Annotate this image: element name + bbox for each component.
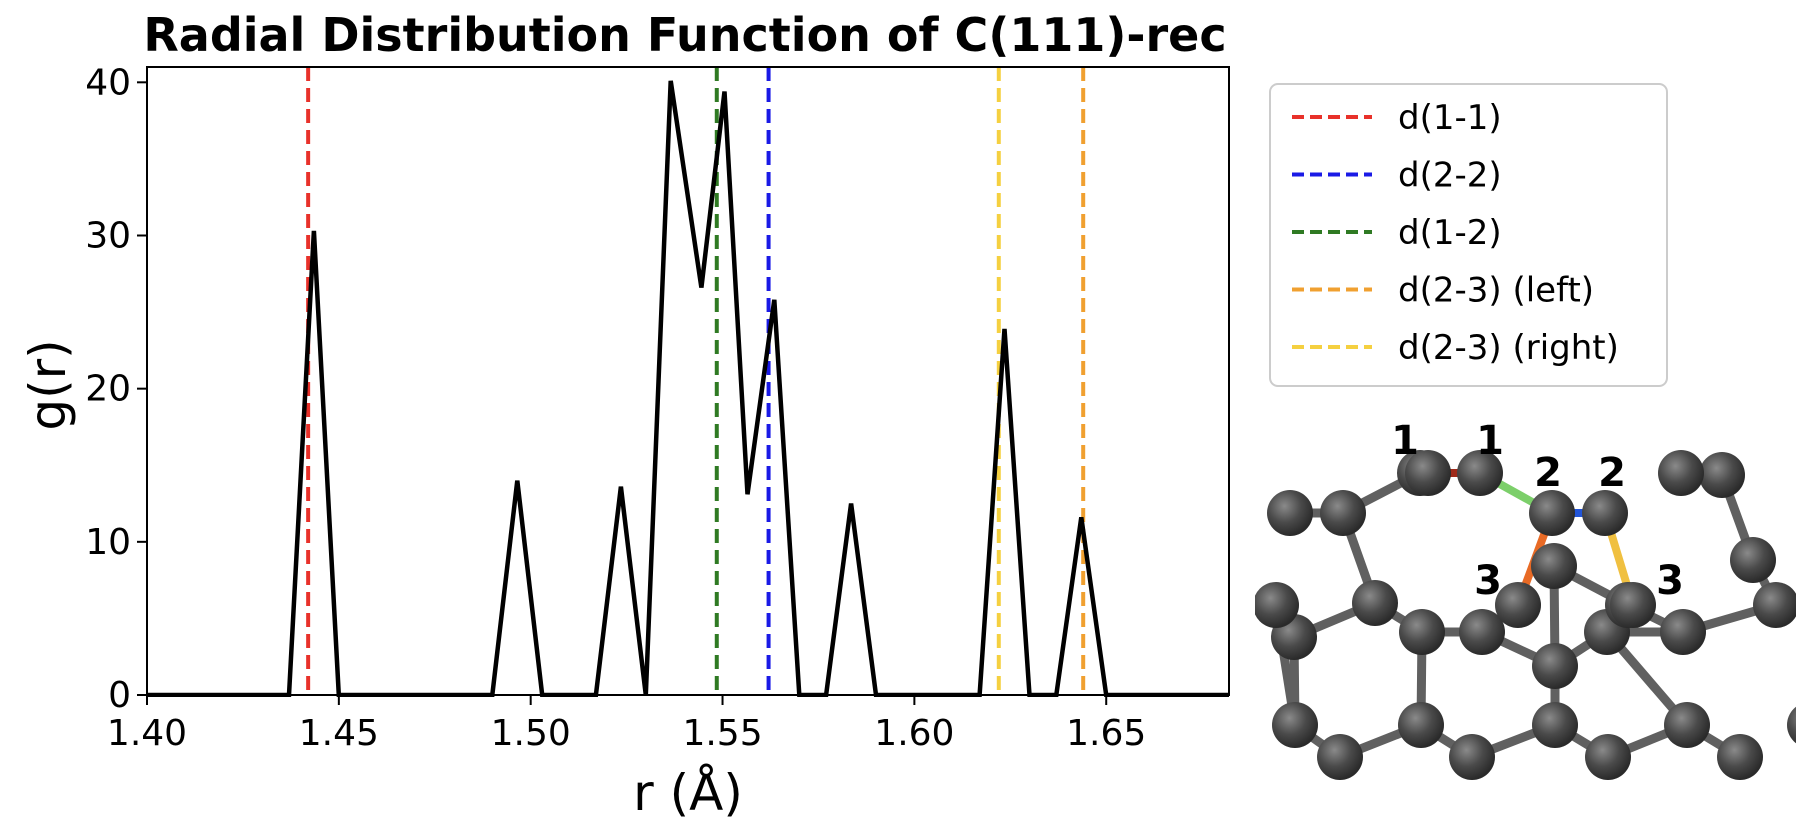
- reference-lines: [306, 67, 1086, 695]
- atom-labels: 1 12 23 3: [1391, 418, 1684, 604]
- atom: [1699, 452, 1745, 498]
- atom: [1457, 450, 1503, 496]
- x-tick-label: 1.65: [1066, 713, 1146, 754]
- atom: [1398, 702, 1444, 748]
- atom: [1317, 734, 1363, 780]
- chart-title: Radial Distribution Function of C(111)-r…: [143, 8, 1226, 62]
- y-axis-ticks: 0 10 20 30 40: [85, 62, 147, 716]
- legend-label-4: d(2-3) (right): [1398, 328, 1619, 368]
- atom: [1585, 734, 1631, 780]
- series-layer: [147, 80, 1229, 697]
- atom: [1405, 450, 1451, 496]
- structure-inset: 1 12 23 3: [1255, 418, 1796, 780]
- legend-label-2: d(1-2): [1398, 213, 1502, 253]
- atom: [1267, 490, 1313, 536]
- x-tick-label: 1.45: [299, 713, 379, 754]
- atom: [1753, 582, 1796, 628]
- atom: [1529, 490, 1575, 536]
- atom-label-0: 1: [1391, 418, 1419, 464]
- y-tick-label: 30: [85, 215, 131, 256]
- y-tick-label: 20: [85, 369, 131, 410]
- legend-label-1: d(2-2): [1398, 156, 1502, 196]
- atom: [1664, 702, 1710, 748]
- atom: [1459, 609, 1505, 655]
- atom: [1532, 702, 1578, 748]
- atom: [1320, 490, 1366, 536]
- y-tick-label: 40: [85, 62, 131, 103]
- legend-box: [1269, 83, 1668, 387]
- atom: [1449, 734, 1495, 780]
- atom: [1272, 702, 1318, 748]
- atom: [1582, 490, 1628, 536]
- atom-label-4: 3: [1474, 558, 1502, 604]
- atom: [1717, 734, 1763, 780]
- y-axis-label: g(r): [19, 339, 77, 430]
- y-tick-label: 10: [85, 522, 131, 563]
- atom-label-1: 1: [1476, 418, 1504, 464]
- legend-label-3: d(2-3) (left): [1398, 271, 1594, 311]
- plot-area: 1.40 1.45 1.50 1.55 1.60 1.65 0 10 20 30 40: [85, 62, 1230, 754]
- legend-label-0: d(1-1): [1398, 98, 1502, 138]
- x-tick-label: 1.60: [874, 713, 954, 754]
- atom: [1352, 580, 1398, 626]
- x-axis-ticks: 1.40 1.45 1.50 1.55 1.60 1.65: [107, 695, 1146, 754]
- atom: [1660, 609, 1706, 655]
- x-tick-label: 1.40: [107, 713, 187, 754]
- x-tick-label: 1.55: [682, 713, 762, 754]
- atom: [1658, 450, 1704, 496]
- atom-label-2: 2: [1534, 450, 1562, 496]
- atom-label-3: 2: [1598, 450, 1626, 496]
- structure-atoms: [1255, 450, 1796, 780]
- legend: d(1-1) d(2-2) d(1-2) d(2-3) (left) d(2-3) (r…: [1269, 83, 1668, 387]
- atom: [1399, 609, 1445, 655]
- x-tick-label: 1.50: [491, 713, 571, 754]
- atom: [1532, 643, 1578, 689]
- axes-frame: [146, 66, 1230, 696]
- atom: [1531, 543, 1577, 589]
- x-axis-label: r (Å): [633, 764, 743, 822]
- atom: [1730, 537, 1776, 583]
- atom: [1255, 582, 1299, 628]
- atom-label-5: 3: [1656, 558, 1684, 604]
- atom: [1610, 582, 1656, 628]
- atom: [1495, 582, 1541, 628]
- atom: [1787, 706, 1796, 744]
- y-tick-label: 0: [108, 675, 131, 716]
- series-line-0: [147, 80, 1229, 697]
